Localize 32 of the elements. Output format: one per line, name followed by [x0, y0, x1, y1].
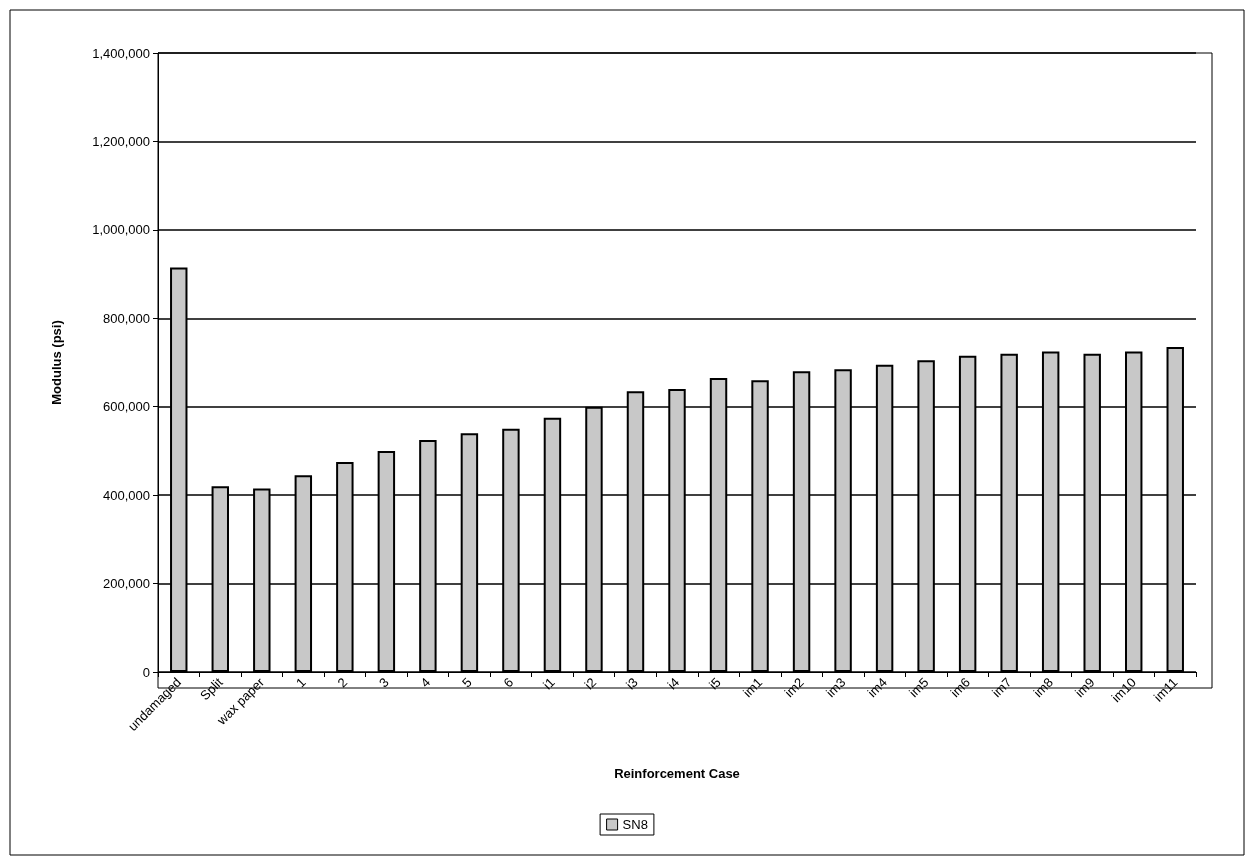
y-tick-label: 0 [142, 664, 150, 680]
x-tick-label: im3 [822, 674, 849, 701]
x-tick-label: im6 [947, 674, 973, 701]
x-tick-label: i5 [706, 674, 724, 693]
x-tick-label: 1 [292, 674, 309, 691]
y-tick-label: 800,000 [103, 310, 150, 326]
y-axis-title: Modulus (psi) [49, 320, 64, 405]
x-tick-label: i1 [539, 674, 558, 693]
y-tick-label: 200,000 [103, 576, 150, 592]
y-tick-label: 1,200,000 [92, 133, 150, 149]
x-axis-title: Reinforcement Case [614, 766, 740, 781]
x-tick-label: im5 [906, 674, 932, 701]
x-tick-label: 6 [500, 674, 517, 691]
x-tick-label: im4 [864, 674, 890, 701]
x-tick-label: 5 [458, 674, 475, 691]
x-tick-label: im1 [739, 674, 766, 701]
x-tick-label: 4 [417, 674, 434, 691]
x-tick-label: 2 [334, 674, 351, 691]
x-tick-label: im7 [989, 674, 1015, 701]
legend-label: SN8 [622, 817, 648, 832]
x-tick-label: i2 [581, 674, 600, 693]
x-tick-label: im2 [781, 674, 807, 701]
x-tick-label: i3 [623, 674, 641, 693]
x-tick-label: im8 [1030, 674, 1056, 701]
x-tick-label: 3 [375, 674, 392, 691]
x-tick-label: i4 [664, 674, 683, 693]
x-tick-label: im9 [1072, 674, 1098, 701]
x-tick-label: Split [197, 674, 226, 704]
y-tick-label: 600,000 [103, 399, 150, 415]
y-tick-label: 1,000,000 [92, 222, 150, 238]
y-tick-label: 1,400,000 [92, 45, 150, 61]
y-tick-label: 400,000 [103, 487, 150, 503]
